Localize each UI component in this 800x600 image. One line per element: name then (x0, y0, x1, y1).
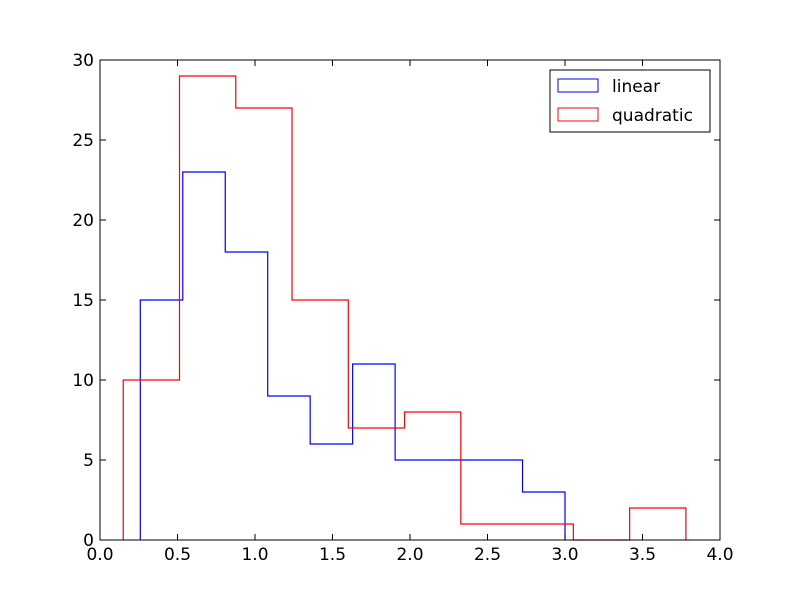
x-tick-label: 4.0 (706, 545, 733, 565)
legend-frame (549, 69, 711, 133)
x-tick-label: 1.0 (241, 545, 268, 565)
y-tick-label: 15 (72, 291, 94, 311)
tick-marks (99, 59, 721, 541)
x-tick-label: 3.0 (551, 545, 578, 565)
legend-swatch-quadratic (557, 107, 599, 122)
x-tick-label: 3.5 (629, 545, 656, 565)
y-tick-label: 30 (72, 51, 94, 71)
legend-label-quadratic: quadratic (612, 106, 693, 126)
series-step-linear (139, 171, 566, 540)
y-tick-label: 25 (72, 131, 94, 151)
y-tick-label: 20 (72, 211, 94, 231)
x-tick-label: 1.5 (319, 545, 346, 565)
legend-swatch-linear (557, 78, 599, 93)
legend: linear quadratic (549, 69, 711, 133)
x-tick-label: 0.5 (164, 545, 191, 565)
y-tick-labels: 0 5 10 15 20 25 30 (72, 51, 94, 551)
x-tick-label: 0.0 (86, 545, 113, 565)
x-tick-labels: 0.0 0.5 1.0 1.5 2.0 2.5 3.0 3.5 4.0 (86, 545, 733, 565)
y-tick-label: 5 (83, 451, 94, 471)
y-tick-label: 10 (72, 371, 94, 391)
x-tick-label: 2.0 (396, 545, 423, 565)
legend-label-linear: linear (612, 77, 660, 97)
y-tick-label: 0 (83, 531, 94, 551)
x-tick-label: 2.5 (474, 545, 501, 565)
